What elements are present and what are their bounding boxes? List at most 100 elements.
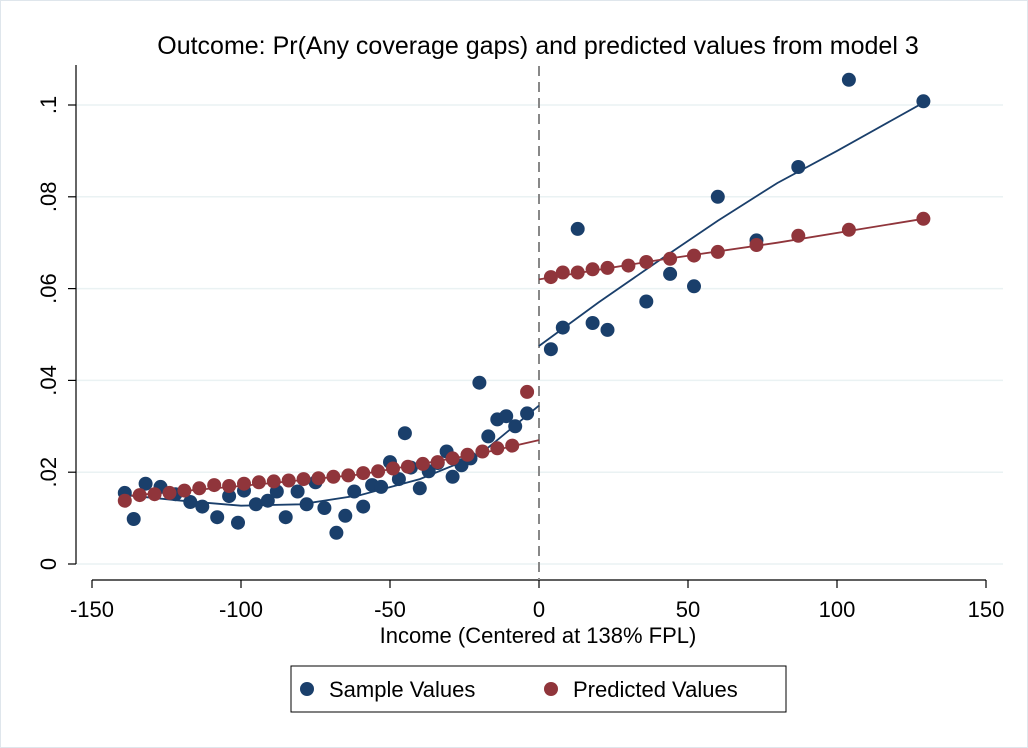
- sample-point: [412, 481, 427, 496]
- predicted-point: [415, 456, 430, 471]
- sample-point: [499, 409, 514, 424]
- sample-point: [260, 493, 275, 508]
- x-tick-label: 100: [819, 597, 856, 622]
- sample-point: [329, 525, 344, 540]
- predicted-point: [570, 265, 585, 280]
- predicted-point: [791, 228, 806, 243]
- sample-point: [710, 189, 725, 204]
- x-tick-label: 50: [676, 597, 700, 622]
- sample-point: [472, 375, 487, 390]
- y-tick-label: .04: [36, 365, 61, 396]
- legend-label-sample: Sample Values: [329, 677, 475, 702]
- predicted-point: [207, 478, 222, 493]
- sample-point: [138, 476, 153, 491]
- sample-point: [791, 160, 806, 174]
- predicted-point: [639, 255, 654, 269]
- sample-point: [639, 294, 654, 309]
- sample-point: [520, 406, 535, 421]
- sample-point: [183, 495, 198, 509]
- sample-point: [663, 266, 678, 281]
- predicted-point: [281, 473, 296, 488]
- predicted-point: [356, 466, 371, 481]
- predicted-point: [162, 485, 177, 500]
- predicted-point: [237, 476, 251, 491]
- predicted-point: [132, 488, 147, 503]
- sample-point: [222, 489, 237, 504]
- sample-point: [391, 472, 406, 487]
- fit-line-sample-right: [538, 101, 924, 347]
- predicted-point: [687, 248, 701, 263]
- sample-point: [397, 426, 412, 441]
- legend-marker-predicted: [544, 682, 558, 696]
- predicted-point: [177, 483, 192, 498]
- x-tick-label: -150: [70, 597, 114, 622]
- x-tick-label: -50: [374, 597, 406, 622]
- legend-box: [290, 665, 787, 713]
- sample-point: [347, 484, 362, 499]
- predicted-point: [386, 461, 400, 476]
- y-tick-label: .06: [36, 273, 61, 304]
- predicted-point: [520, 384, 535, 399]
- sample-point: [585, 316, 600, 330]
- sample-point: [278, 510, 293, 525]
- legend: Sample Values Predicted Values: [290, 665, 787, 713]
- legend-marker-sample: [300, 682, 314, 696]
- predicted-point: [475, 444, 490, 459]
- predicted-point: [585, 262, 600, 277]
- sample-point: [248, 497, 263, 512]
- sample-point: [841, 72, 856, 87]
- predicted-point: [147, 487, 162, 502]
- predicted-point: [543, 270, 558, 285]
- predicted-point: [430, 455, 445, 470]
- predicted-point: [445, 451, 460, 466]
- y-tick-label: .1: [36, 96, 61, 114]
- predicted-point: [710, 244, 725, 259]
- axes: 0 .02 .04 .06 .08 .1 -150 -100 -50 0 50 100 150: [36, 65, 1004, 622]
- predicted-point: [841, 222, 856, 237]
- legend-label-predicted: Predicted Values: [573, 677, 738, 702]
- sample-point: [916, 94, 931, 109]
- predicted-point: [192, 481, 207, 496]
- predicted-point: [326, 469, 341, 484]
- predicted-point: [749, 238, 764, 252]
- sample-point: [687, 279, 701, 294]
- sample-point: [231, 515, 245, 530]
- predicted-point: [251, 475, 266, 490]
- x-axis-label: Income (Centered at 138% FPL): [380, 623, 697, 648]
- sample-point: [570, 221, 585, 236]
- predicted-point: [490, 441, 505, 456]
- data-points: [117, 72, 931, 540]
- predicted-point: [311, 471, 326, 486]
- sample-point: [374, 479, 389, 494]
- predicted-point: [117, 493, 132, 508]
- sample-point: [290, 484, 305, 499]
- sample-point: [481, 429, 496, 444]
- predicted-point: [460, 447, 475, 462]
- x-tick-label: 0: [533, 597, 545, 622]
- predicted-point: [371, 464, 386, 479]
- y-tick-label: 0: [36, 558, 61, 570]
- predicted-point: [505, 438, 520, 453]
- y-tick-label: .02: [36, 457, 61, 488]
- predicted-point: [400, 459, 415, 474]
- sample-point: [543, 342, 558, 357]
- sample-point: [445, 469, 460, 484]
- sample-point: [195, 499, 210, 514]
- sample-point: [317, 501, 332, 515]
- predicted-point: [621, 258, 636, 273]
- predicted-point: [222, 479, 237, 493]
- sample-point: [600, 322, 615, 337]
- sample-point: [356, 499, 371, 514]
- predicted-point: [555, 265, 570, 280]
- predicted-point: [266, 474, 281, 489]
- x-tick-label: 150: [968, 597, 1005, 622]
- predicted-point: [341, 468, 356, 483]
- gridlines: [76, 104, 1003, 565]
- sample-point: [338, 508, 353, 523]
- y-tick-label: .08: [36, 182, 61, 213]
- sample-point: [508, 419, 523, 434]
- x-tick-label: -100: [219, 597, 263, 622]
- predicted-point: [600, 260, 615, 275]
